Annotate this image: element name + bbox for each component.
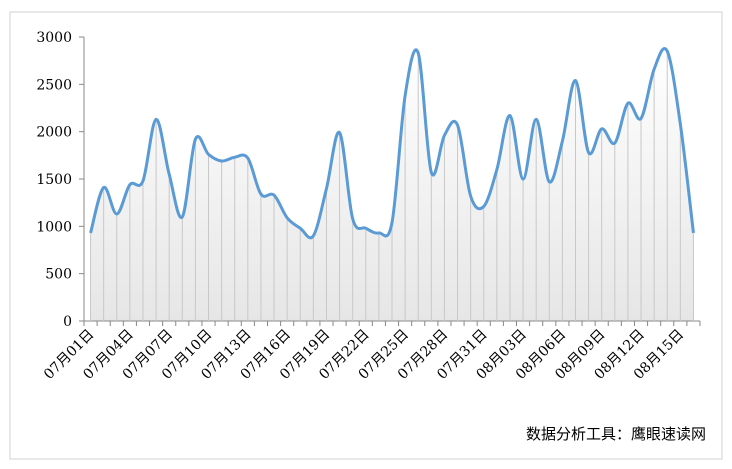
y-tick-label: 2000 [36, 125, 72, 141]
y-tick-label: 0 [63, 314, 72, 330]
source-note: 数据分析工具：鹰眼速读网 [526, 425, 706, 443]
y-tick-label: 500 [45, 267, 72, 283]
y-tick-label: 3000 [36, 30, 72, 46]
y-tick-label: 1500 [36, 172, 72, 188]
y-tick-label: 1000 [36, 219, 72, 235]
area [90, 48, 694, 321]
y-tick-label: 2500 [36, 77, 72, 93]
line [89, 47, 695, 240]
